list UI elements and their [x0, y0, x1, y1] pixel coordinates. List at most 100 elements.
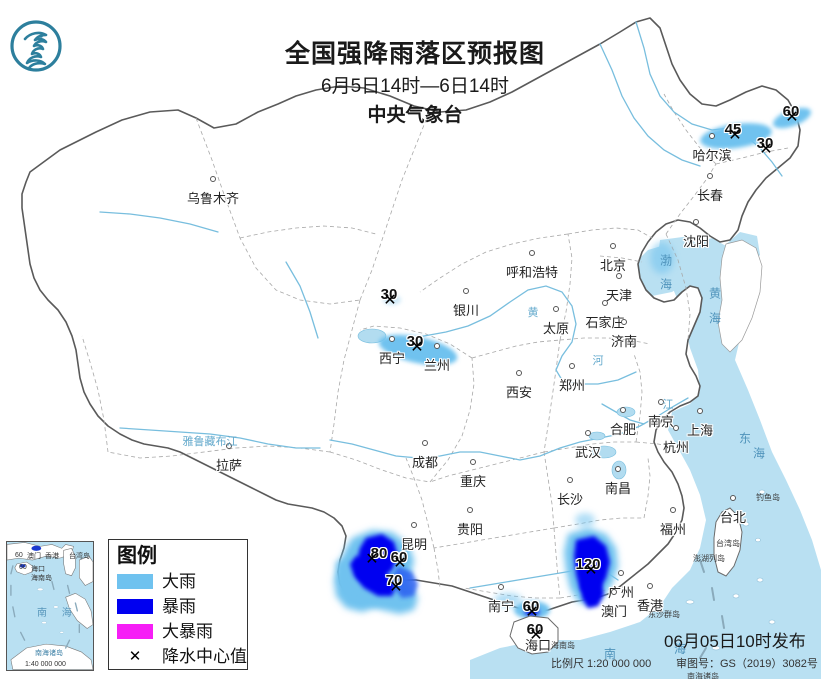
precip-center-x-icon: ✕ [529, 627, 543, 644]
precip-area-northwest [378, 295, 458, 366]
lakes [357, 328, 636, 480]
city-label: 乌鲁木齐 [186, 191, 240, 206]
city-marker-dot [516, 370, 522, 376]
taiwan-island [713, 507, 743, 577]
precip-center-x-icon: ✕ [525, 604, 539, 621]
city-label: 成都 [411, 455, 439, 470]
island-label: 海南岛 [551, 641, 575, 650]
legend-box: 图例 大雨 暴雨 大暴雨 ✕ 降水中心值 [108, 539, 248, 670]
city-marker-dot [697, 408, 703, 414]
legend-item-0: 大雨 [117, 569, 247, 594]
nine-dash-line [699, 559, 725, 659]
inset-label: 海南岛 [31, 575, 52, 582]
precip-area-southwest [334, 530, 418, 614]
city-label: 呼和浩特 [505, 265, 559, 280]
precip-center-value: 60 [782, 103, 800, 120]
city-marker-dot [411, 522, 417, 528]
city-marker-dot [610, 243, 616, 249]
precip-center-value: 80 [370, 545, 388, 562]
city-label: 银川 [452, 303, 480, 318]
precip-area-minor [494, 242, 674, 607]
island-label: 澎湖列岛 [693, 554, 725, 563]
city-marker-dot [569, 363, 575, 369]
city-label: 北京 [599, 258, 627, 273]
inset-label: 香港 [45, 553, 59, 560]
legend-rows: 大雨 暴雨 大暴雨 ✕ 降水中心值 [117, 569, 247, 669]
city-marker-dot [673, 425, 679, 431]
precip-center-x-icon: ✕ [410, 339, 424, 356]
sea-label: 海 [751, 447, 766, 462]
precip-center-x-icon: ✕ [383, 292, 397, 309]
cma-dragon-logo [8, 18, 64, 74]
city-label: 济南 [610, 334, 638, 349]
precip-area-northeast [700, 107, 811, 149]
city-marker-dot [616, 273, 622, 279]
city-label: 南昌 [604, 481, 632, 496]
city-label: 合肥 [609, 422, 637, 437]
inset-label: 台湾岛 [69, 553, 90, 560]
city-marker-dot [620, 407, 626, 413]
city-label: 长春 [696, 188, 724, 203]
precip-center-x-icon: ✕ [785, 109, 799, 126]
city-marker-dot [389, 336, 395, 342]
city-label: 广州 [607, 585, 635, 600]
city-label: 上海 [686, 423, 714, 438]
precip-center-value: 120 [575, 556, 601, 573]
inset-label: 60 [15, 552, 23, 559]
city-marker-dot [567, 477, 573, 483]
sea-label: 渤 [658, 254, 673, 269]
river-label: 河 [592, 355, 604, 367]
inset-label: 海口 [31, 566, 45, 573]
city-marker-dot [707, 173, 713, 179]
inset-label: 澳门 [27, 553, 41, 560]
inset-sea-label: 南 海 [37, 608, 78, 619]
city-marker-dot [470, 459, 476, 465]
city-label: 澳门 [600, 604, 628, 619]
korea-peninsula [717, 239, 763, 353]
legend-item-3: ✕ 降水中心值 [117, 644, 247, 669]
island-label: 东沙群岛 [648, 610, 680, 619]
map-scale-text: 比例尺 1:20 000 000 [551, 658, 652, 670]
legend-swatch [117, 599, 153, 614]
issue-time-text: 06月05日10时发布 [664, 632, 806, 651]
river-label: 雅鲁藏布江 [182, 436, 238, 448]
south-china-sea-islands [685, 489, 776, 651]
island-label: 钓鱼岛 [756, 493, 780, 502]
precip-center-x-icon: ✕ [584, 562, 598, 579]
precip-center-value: 30 [406, 333, 424, 350]
city-label: 杭州 [662, 440, 690, 455]
city-label: 长沙 [556, 492, 584, 507]
legend-item-label: 降水中心值 [162, 646, 247, 666]
south-china-sea-inset-map: 香港 澳门 台湾岛 海口 海南岛 60 60 南 海 南海诸岛 1:40 000 000 [6, 541, 94, 671]
city-label: 福州 [659, 522, 687, 537]
city-marker-dot [647, 583, 653, 589]
precip-center-x-icon: ✕ [128, 648, 142, 665]
city-marker-dot [210, 176, 216, 182]
city-marker-dot [621, 319, 627, 325]
legend-item-1: 暴雨 [117, 594, 247, 619]
city-label: 哈尔滨 [692, 148, 732, 163]
precip-center-value: 45 [724, 121, 742, 138]
precip-center-value: 70 [385, 572, 403, 589]
sea-label: 海 [707, 312, 722, 327]
city-label: 香港 [636, 598, 664, 613]
city-marker-dot [693, 219, 699, 225]
city-label: 贵阳 [456, 522, 484, 537]
city-label: 兰州 [423, 358, 451, 373]
city-marker-dot [467, 507, 473, 513]
city-label: 拉萨 [215, 458, 243, 473]
legend-item-2: 大暴雨 [117, 619, 247, 644]
city-marker-dot [602, 300, 608, 306]
city-label: 郑州 [558, 378, 586, 393]
precip-area-guangdong [564, 528, 618, 608]
china-landmass [21, 17, 801, 613]
city-marker-dot [585, 430, 591, 436]
legend-title: 图例 [117, 545, 157, 567]
island-label: 台湾岛 [716, 539, 740, 548]
city-marker-dot [434, 343, 440, 349]
precip-center-x-icon: ✕ [393, 555, 407, 572]
sea-label: 海 [658, 278, 673, 293]
title-block: 全国强降雨落区预报图 6月5日14时—6日14时 中央气象台 [250, 38, 580, 129]
legend-swatch [117, 624, 153, 639]
island-label: 南海诸岛 [687, 672, 719, 679]
